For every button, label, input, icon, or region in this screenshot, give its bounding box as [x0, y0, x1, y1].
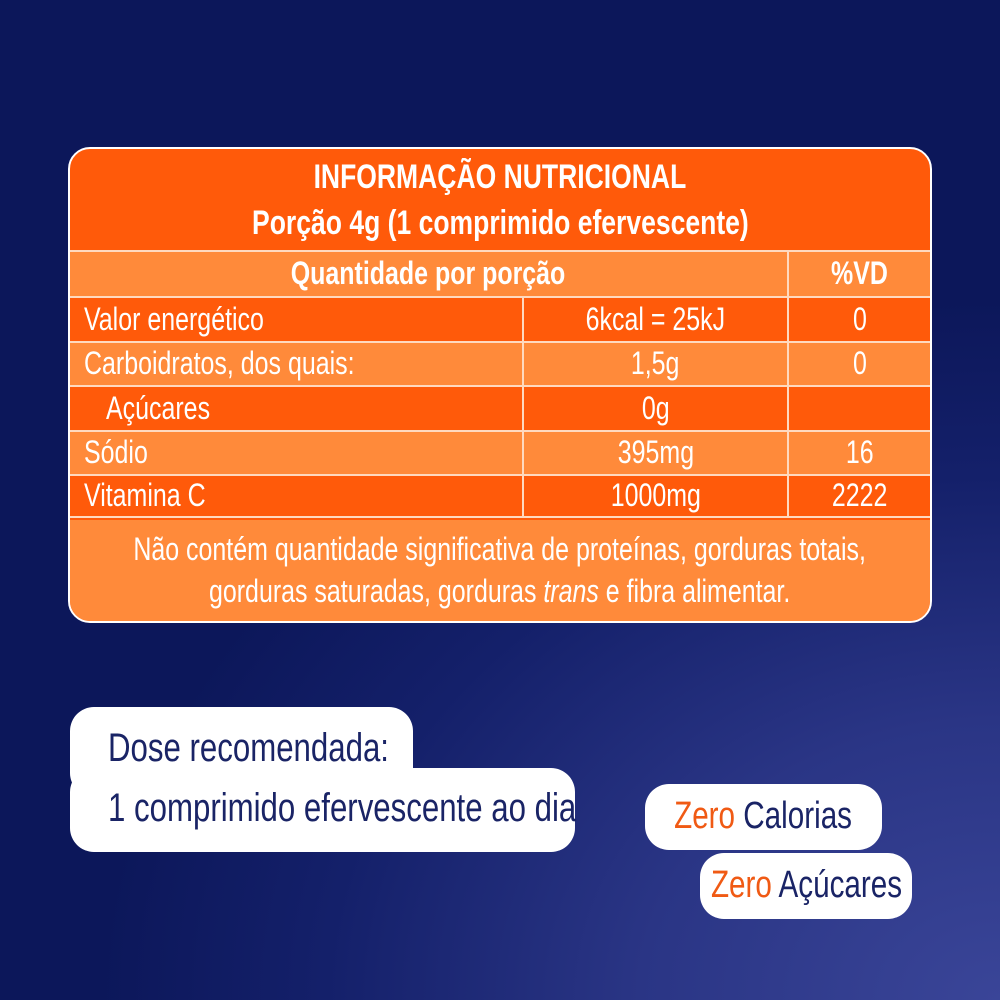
row-name: Vitamina C	[84, 477, 206, 514]
table-footer: Não contém quantidade significativa de p…	[70, 520, 930, 621]
dose-value: 1 comprimido efervescente ao dia	[108, 786, 577, 830]
row-name: Valor energético	[84, 300, 264, 337]
row-vd: 2222	[831, 477, 888, 514]
row-vd: 0	[852, 345, 867, 382]
dose-label: Dose recomendada:	[108, 726, 389, 770]
footer-note-line2: gorduras saturadas, gorduras trans e fib…	[209, 573, 791, 609]
badge-zero-acucares: Zero Açúcares	[700, 853, 912, 919]
row-amount: 6kcal = 25kJ	[585, 300, 726, 337]
table-row: Vitamina C 1000mg 2222	[70, 474, 930, 518]
row-amount: 1000mg	[610, 477, 701, 514]
table-row: Carboidratos, dos quais: 1,5g 0	[70, 341, 930, 385]
header-vd: %VD	[831, 255, 888, 292]
row-name: Carboidratos, dos quais:	[84, 345, 355, 382]
portion-label: Porção 4g (1 comprimido efervescente)	[251, 204, 749, 242]
row-amount: 1,5g	[631, 345, 680, 382]
row-vd: 0	[852, 300, 867, 337]
nutrition-table: INFORMAÇÃO NUTRICIONAL Porção 4g (1 comp…	[68, 147, 932, 623]
table-row: Açúcares 0g	[70, 385, 930, 430]
row-amount: 0g	[641, 389, 670, 426]
table-title: INFORMAÇÃO NUTRICIONAL	[313, 158, 687, 196]
badge-zero-calorias: Zero Calorias	[645, 784, 882, 850]
footer-note-line1: Não contém quantidade significativa de p…	[133, 531, 867, 567]
table-row: Valor energético 6kcal = 25kJ 0	[70, 296, 930, 341]
table-header: Quantidade por porção %VD	[70, 250, 930, 296]
header-quantity: Quantidade por porção	[291, 255, 566, 292]
table-row: Sódio 395mg 16	[70, 430, 930, 474]
row-amount: 395mg	[617, 434, 694, 471]
row-name: Açúcares	[106, 389, 211, 426]
row-name: Sódio	[84, 434, 148, 471]
row-vd: 16	[845, 434, 874, 471]
